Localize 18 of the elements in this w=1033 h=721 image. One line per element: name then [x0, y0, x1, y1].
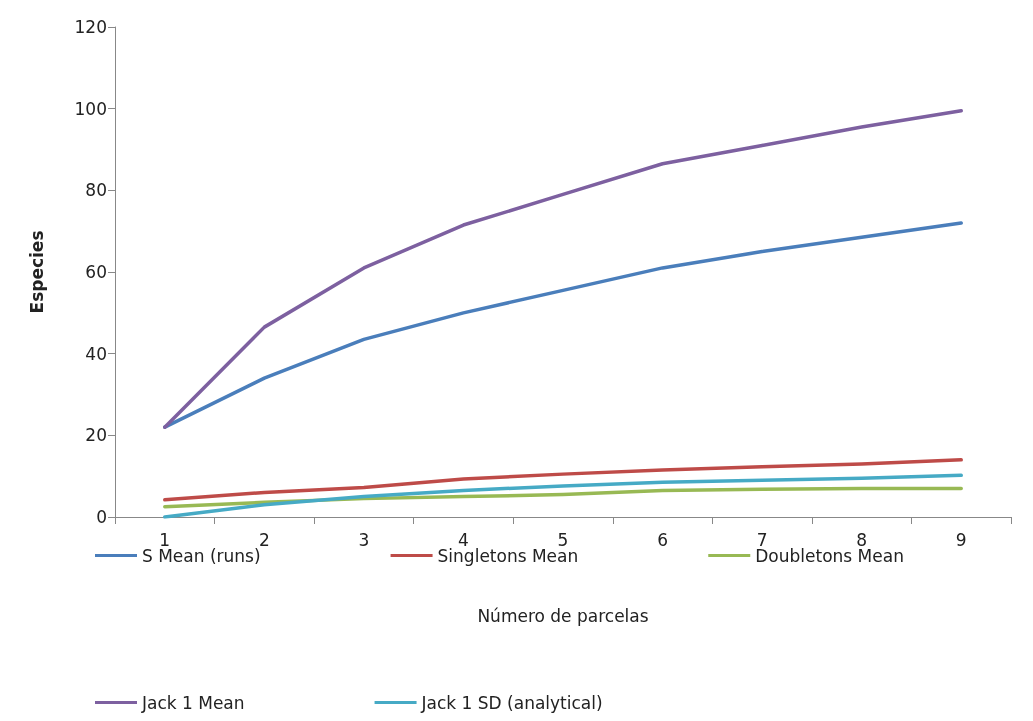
y-tick-label: 40	[85, 343, 107, 364]
y-tick-label: 80	[85, 180, 107, 201]
y-axis-title: Especies	[26, 230, 47, 314]
y-tick-label: 0	[96, 507, 107, 527]
y-tick-label: 60	[85, 262, 107, 282]
legend-label: Jack 1 Mean	[141, 692, 245, 713]
x-tick-label: 6	[657, 529, 668, 550]
x-tick-label: 9	[955, 529, 967, 550]
y-tick-label: 20	[85, 425, 107, 446]
x-axis-title: Número de parcelas	[477, 605, 649, 626]
x-tick-label: 2	[258, 529, 270, 550]
y-tick-label: 100	[74, 98, 107, 119]
line-series	[163, 458, 963, 502]
legend-label: Jack 1 SD (analytical)	[420, 692, 603, 713]
y-tick-label: 120	[74, 17, 107, 37]
x-tick-label: 3	[358, 529, 370, 550]
line-series	[163, 108, 963, 429]
line-series	[163, 473, 963, 519]
